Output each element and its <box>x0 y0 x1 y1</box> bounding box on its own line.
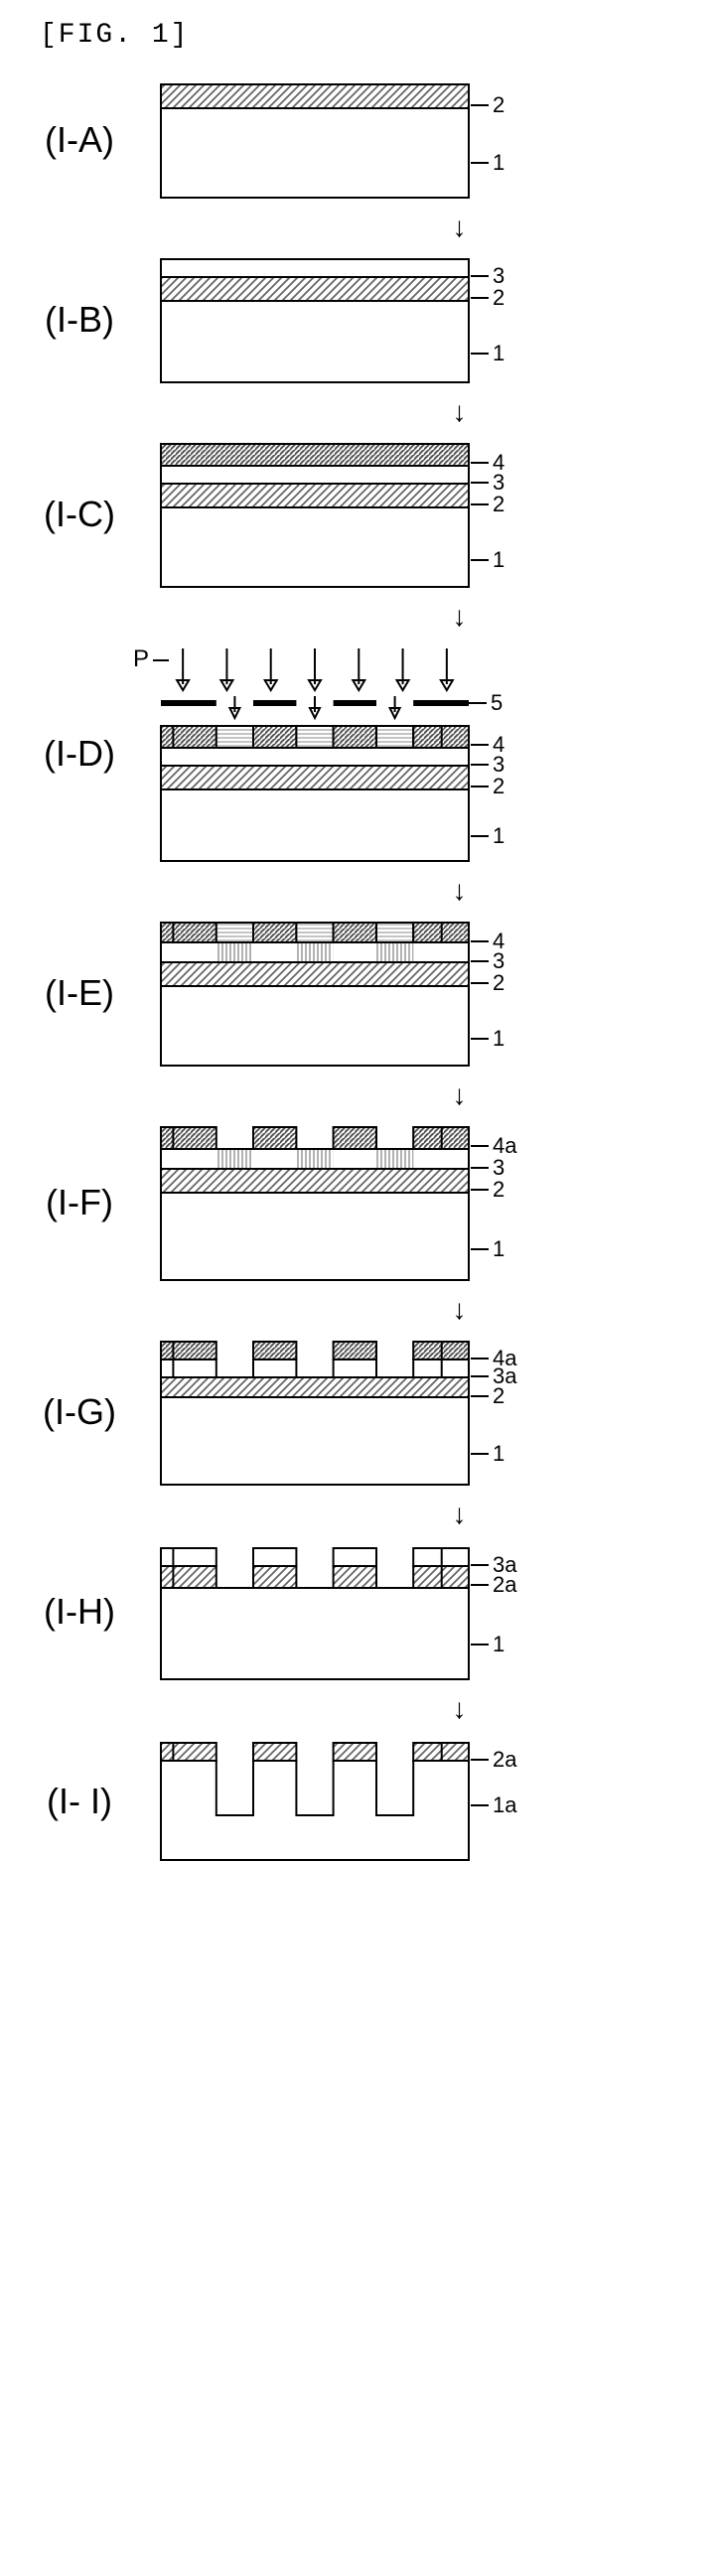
layer-label: 2 <box>471 1383 504 1409</box>
flow-arrow: ↓ <box>199 1693 720 1725</box>
cross-section: 4a3a21 <box>159 1338 471 1487</box>
layer-label: 1 <box>471 1441 504 1467</box>
cross-section: 3a2a1 <box>159 1542 471 1681</box>
layer-label: 1 <box>471 547 504 573</box>
layer-label: 1 <box>471 1236 504 1262</box>
flow-arrow: ↓ <box>199 1294 720 1326</box>
flow-arrow: ↓ <box>199 396 720 428</box>
layer-label: 2a <box>471 1572 516 1598</box>
cross-section: 321 <box>159 255 471 384</box>
process-step-B: (I-B) 321 <box>0 255 720 384</box>
cross-section: 4a321 <box>159 1123 471 1282</box>
flow-arrow: ↓ <box>199 1499 720 1530</box>
flow-arrow: ↓ <box>199 875 720 907</box>
cross-section: 4321 <box>159 440 471 589</box>
process-step-H: (I-H) 3a2a1 <box>0 1542 720 1681</box>
svg-text:5: 5 <box>491 690 503 715</box>
cross-section: 4321 <box>159 919 471 1068</box>
cross-section: 2a1a <box>159 1737 471 1866</box>
layer-label: 1a <box>471 1792 516 1818</box>
step-label: (I-F) <box>0 1182 159 1223</box>
layer-label: 2a <box>471 1747 516 1773</box>
process-step-C: (I-C) 4321 <box>0 440 720 589</box>
process-step-D: (I-D) P5 4321 <box>0 644 720 863</box>
layer-label: 1 <box>471 1632 504 1657</box>
process-step-F: (I-F) 4a321 <box>0 1123 720 1282</box>
flow-arrow: ↓ <box>199 212 720 243</box>
layer-label: 1 <box>471 823 504 849</box>
layer-label: 1 <box>471 150 504 176</box>
layer-label: 2 <box>471 492 504 517</box>
process-step-A: (I-A) 21 <box>0 80 720 200</box>
layer-label: 1 <box>471 1026 504 1052</box>
process-step-E: (I-E) 4321 <box>0 919 720 1068</box>
flow-arrow: ↓ <box>199 1079 720 1111</box>
step-label: (I- I) <box>0 1781 159 1822</box>
step-label: (I-G) <box>0 1391 159 1433</box>
step-label: (I-A) <box>0 119 159 161</box>
layer-label: 2 <box>471 970 504 996</box>
figure-title: [FIG. 1] <box>40 20 720 51</box>
layer-label: 2 <box>471 92 504 118</box>
layer-label: 2 <box>471 1177 504 1203</box>
layer-label: 2 <box>471 285 504 311</box>
cross-section: P5 4321 <box>159 644 471 863</box>
step-label: (I-H) <box>0 1591 159 1633</box>
step-label: (I-B) <box>0 299 159 341</box>
cross-section: 21 <box>159 80 471 200</box>
process-step-G: (I-G) 4a3a21 <box>0 1338 720 1487</box>
flow-arrow: ↓ <box>199 601 720 633</box>
process-step-I: (I- I) 2a1a <box>0 1737 720 1866</box>
step-label: (I-E) <box>0 972 159 1014</box>
layer-label: 1 <box>471 341 504 366</box>
layer-label: 2 <box>471 774 504 799</box>
step-label: (I-C) <box>0 494 159 535</box>
svg-text:P: P <box>133 645 149 672</box>
step-label: (I-D) <box>0 733 159 775</box>
